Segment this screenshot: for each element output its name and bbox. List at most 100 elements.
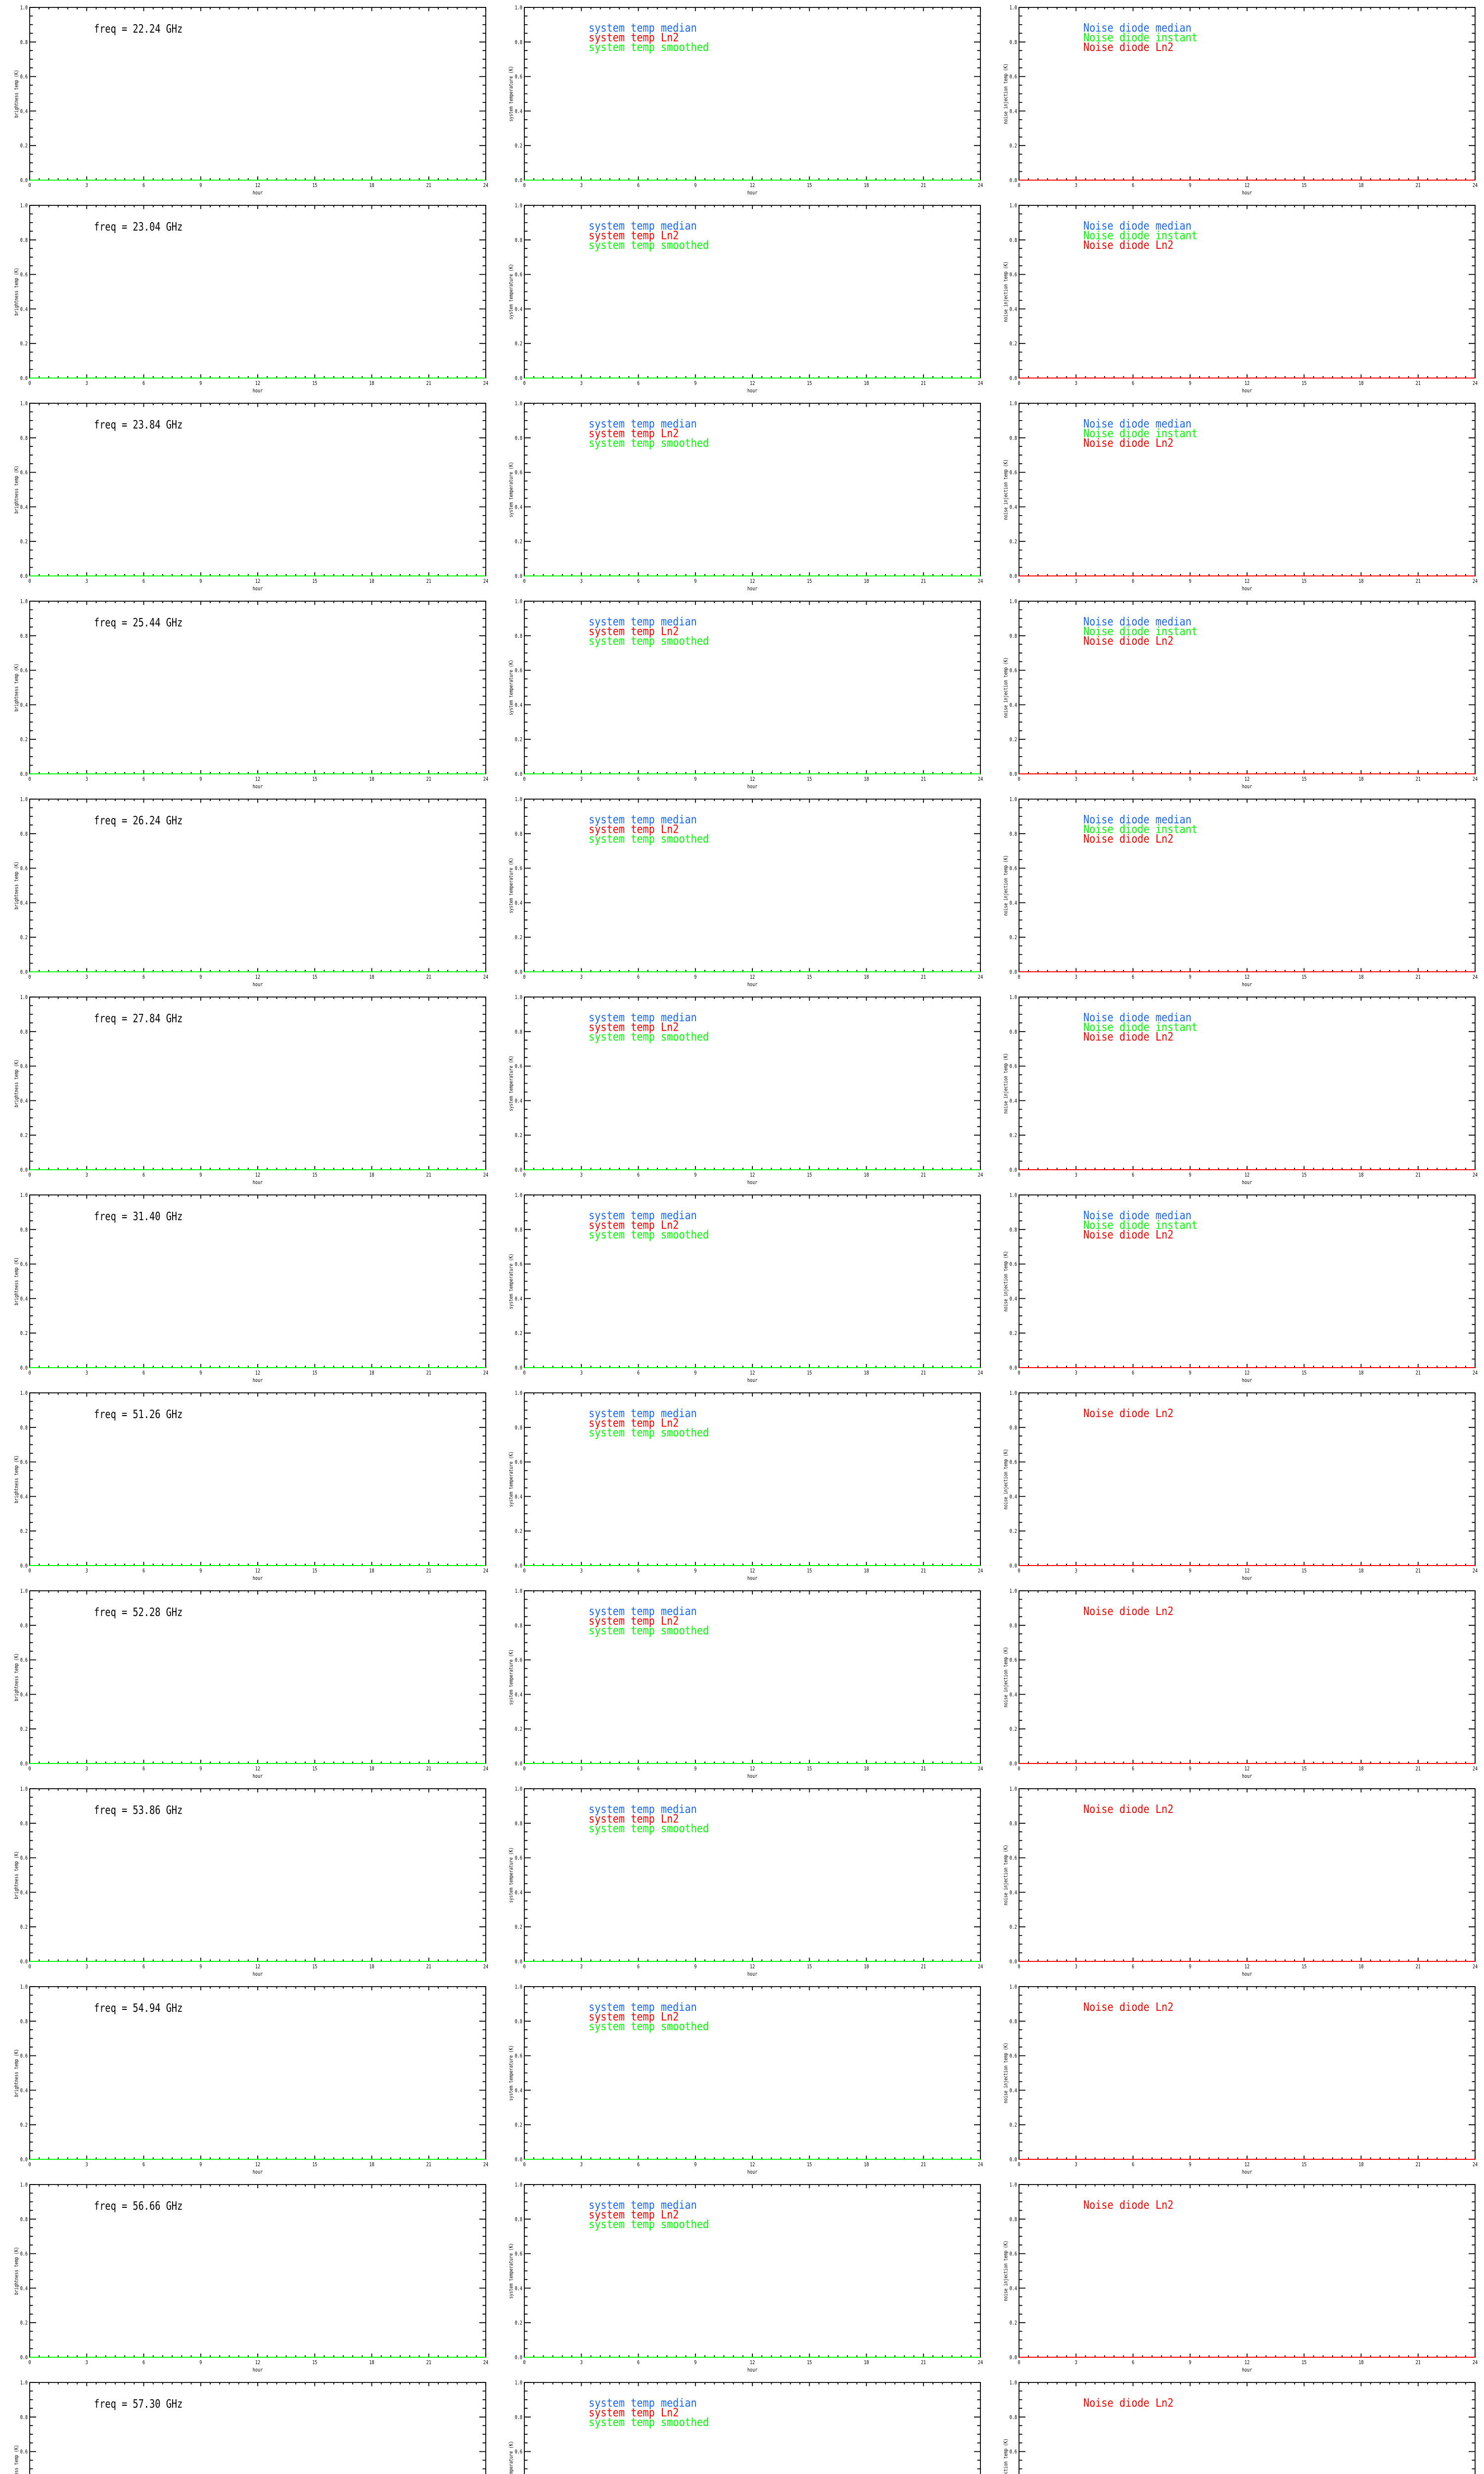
- y-tick-label: 0.0: [20, 2156, 28, 2163]
- axis-ticks: [1019, 997, 1476, 1170]
- legend-entry: system temp Ln2: [589, 1021, 679, 1034]
- x-tick-label: 9: [199, 182, 202, 189]
- x-tick-label: 18: [864, 380, 869, 386]
- y-tick-label: 0.2: [20, 538, 28, 545]
- x-tick-label: 18: [369, 2359, 374, 2366]
- x-tick-label: 21: [1416, 380, 1421, 386]
- y-tick-label: 1.0: [20, 4, 28, 11]
- x-tick-label: 21: [921, 1172, 926, 1178]
- y-tick-label: 0.8: [515, 2018, 522, 2025]
- x-tick-label: 15: [1301, 182, 1306, 189]
- x-tick-label: 0: [28, 380, 31, 386]
- y-tick-label: 0.0: [1010, 2354, 1017, 2361]
- axis-ticks: [1019, 403, 1476, 576]
- x-axis-label: hour: [253, 585, 263, 592]
- x-tick-label: 24: [483, 2359, 488, 2366]
- x-tick-label: 15: [807, 578, 812, 584]
- x-tick-label: 9: [1189, 1765, 1191, 1772]
- legend-entry: system temp median: [589, 1209, 697, 1222]
- x-tick-label: 24: [483, 578, 488, 584]
- y-tick-label: 0.8: [1010, 633, 1017, 639]
- y-tick-label: 0.8: [1010, 39, 1017, 46]
- plot-r11c3: 0 3 6 9 12 15 18 21 24 0.0 0.2 0.4 0.6 0.8 1.0 hour nois…: [1003, 1984, 1478, 2175]
- x-tick-label: 0: [523, 2359, 525, 2366]
- axis-ticks: [1019, 1788, 1476, 1962]
- plot-r12c1: 0 3 6 9 12 15 18 21 24 0.0 0.2 0.4 0.6 0.8 1.0 hour brig…: [13, 2182, 489, 2373]
- y-tick-label: 0.6: [1010, 1459, 1017, 1466]
- legend-entry: system temp Ln2: [589, 2011, 679, 2024]
- x-axis-label: hour: [253, 1575, 263, 1581]
- x-tick-label: 15: [807, 1963, 812, 1970]
- x-tick-label: 24: [483, 182, 488, 189]
- x-tick-label: 6: [1132, 1370, 1134, 1376]
- y-tick-label: 0.8: [515, 2414, 522, 2421]
- y-tick-label: 0.8: [515, 39, 522, 46]
- x-axis-label: hour: [747, 1971, 758, 1977]
- y-tick-label: 1.0: [1010, 2379, 1017, 2386]
- x-tick-label: 18: [864, 2161, 869, 2168]
- x-tick-label: 24: [1473, 974, 1478, 980]
- legend-entry: system temp median: [589, 1605, 697, 1618]
- plot-r8c2: 0 3 6 9 12 15 18 21 24 0.0 0.2 0.4 0.6 0.8 1.0 hour syst…: [508, 1390, 983, 1581]
- legend-entry: system temp smoothed: [589, 833, 709, 846]
- x-tick-label: 6: [142, 1172, 145, 1178]
- x-tick-label: 0: [523, 974, 525, 980]
- y-axis-label: system temperature (K): [508, 2045, 514, 2100]
- y-tick-label: 0.2: [515, 1330, 522, 1336]
- y-tick-label: 0.0: [1010, 573, 1017, 579]
- x-tick-label: 12: [255, 1765, 260, 1772]
- x-tick-label: 18: [369, 578, 374, 584]
- y-tick-label: 0.8: [515, 831, 522, 837]
- legend-entry: Noise diode Ln2: [1083, 41, 1173, 54]
- x-tick-label: 12: [750, 578, 755, 584]
- x-tick-label: 6: [637, 974, 640, 980]
- legend-entry: Noise diode Ln2: [1083, 239, 1173, 252]
- y-tick-label: 1.0: [1010, 1588, 1017, 1594]
- axis-ticks: [1019, 1194, 1476, 1368]
- y-tick-label: 0.6: [515, 1063, 522, 1070]
- x-tick-label: 18: [864, 1172, 869, 1178]
- x-tick-label: 24: [978, 578, 983, 584]
- x-tick-label: 12: [255, 776, 260, 782]
- axis-ticks: [524, 2382, 981, 2470]
- y-tick-label: 0.2: [1010, 736, 1017, 743]
- y-tick-label: 0.4: [1010, 1295, 1018, 1302]
- frequency-title: freq = 31.40 GHz: [94, 1210, 183, 1223]
- legend-entry: Noise diode Ln2: [1083, 833, 1173, 846]
- axis-ticks: [524, 799, 981, 972]
- x-tick-label: 3: [1075, 182, 1077, 189]
- x-tick-label: 3: [580, 1568, 583, 1574]
- y-tick-label: 0.2: [1010, 1726, 1017, 1732]
- axis-ticks: [1019, 1590, 1476, 1764]
- x-tick-label: 0: [1018, 974, 1020, 980]
- x-axis-label: hour: [253, 981, 263, 988]
- x-tick-label: 21: [921, 974, 926, 980]
- x-tick-label: 15: [807, 2359, 812, 2366]
- y-tick-label: 1.0: [20, 202, 28, 209]
- y-axis-label: noise injection temp (K): [1003, 1251, 1009, 1311]
- axis-ticks: [524, 2184, 981, 2358]
- axis-ticks: [524, 205, 981, 379]
- y-axis-label: brightness temp (K): [13, 1851, 20, 1899]
- x-axis-label: hour: [1242, 1971, 1252, 1977]
- x-axis-label: hour: [253, 1773, 263, 1779]
- y-tick-label: 0.4: [20, 1097, 28, 1104]
- y-tick-label: 0.8: [20, 237, 28, 243]
- x-tick-label: 18: [1358, 1370, 1363, 1376]
- y-tick-label: 0.4: [515, 1691, 523, 1698]
- y-tick-label: 0.8: [1010, 1622, 1017, 1629]
- y-tick-label: 0.8: [20, 831, 28, 837]
- y-tick-label: 0.8: [1010, 831, 1017, 837]
- legend-entry: system temp median: [589, 616, 697, 628]
- frequency-title: freq = 53.86 GHz: [94, 1804, 183, 1817]
- x-tick-label: 15: [312, 2161, 317, 2168]
- x-tick-label: 15: [1301, 1370, 1306, 1376]
- x-tick-label: 12: [1245, 1963, 1250, 1970]
- x-tick-label: 18: [1358, 776, 1363, 782]
- axis-ticks: [29, 1788, 486, 1962]
- y-axis-label: system temperature (K): [508, 1649, 514, 1705]
- x-tick-label: 18: [369, 1765, 374, 1772]
- legend-entry: system temp Ln2: [589, 2407, 679, 2420]
- x-tick-label: 24: [1473, 182, 1478, 189]
